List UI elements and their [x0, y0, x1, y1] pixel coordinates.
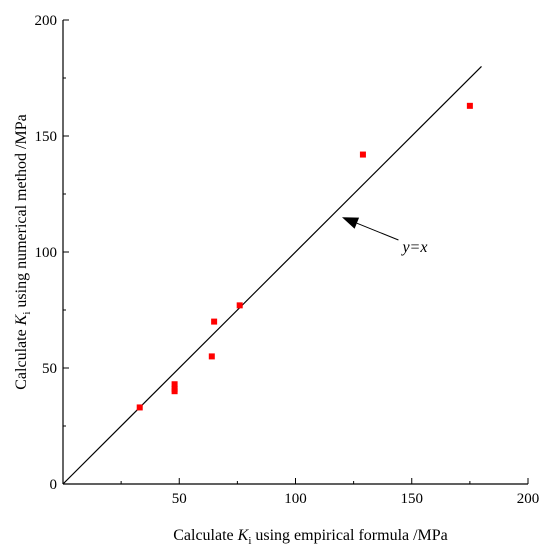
y-axis-title-var: K	[13, 313, 30, 326]
data-point-1	[136, 404, 143, 411]
x-axis-title: Calculate Ki using empirical formula /MP…	[173, 527, 448, 547]
data-point-4	[171, 381, 178, 388]
data-point-6	[211, 318, 218, 325]
x-tick-label-200: 200	[517, 491, 540, 507]
annotation-arrow-line	[356, 222, 399, 241]
y-tick-label-150: 150	[35, 129, 58, 145]
x-tick-label-100: 100	[284, 491, 307, 507]
x-axis-title-sub: i	[248, 535, 251, 547]
y-tick-label-200: 200	[35, 13, 58, 29]
y-axis-title: Calculate Ki using numerical method /MPa	[13, 114, 33, 389]
y-axis-title-pre: Calculate	[13, 325, 30, 389]
y-tick-label-50: 50	[42, 361, 57, 377]
annotation-label: y=x	[400, 239, 427, 256]
y-axis-title-sub: i	[21, 312, 33, 315]
x-tick-label-150: 150	[401, 491, 424, 507]
x-tick-label-50: 50	[172, 491, 187, 507]
x-axis-title-var: K	[237, 527, 250, 544]
x-axis-title-post: using empirical formula /MPa	[251, 527, 447, 544]
y-axis-title-post: using numerical method /MPa	[13, 114, 30, 311]
x-axis-ticks: 50 100 150 200	[120, 478, 540, 507]
annotation-y-equals-x: y=x	[342, 217, 427, 256]
reference-line-y-equals-x	[62, 65, 482, 485]
y-tick-label-100: 100	[35, 245, 58, 261]
data-point-3	[171, 385, 178, 392]
data-point-5	[208, 353, 215, 360]
y-tick-label-0: 0	[50, 477, 58, 493]
data-point-7	[236, 302, 243, 309]
data-point-9	[466, 102, 473, 109]
annotation-arrow-head	[342, 217, 360, 229]
data-point-8	[359, 151, 366, 158]
x-axis-title-pre: Calculate	[173, 527, 237, 544]
data-points	[136, 102, 473, 411]
y-axis-ticks: 0 50 100 150 200	[35, 13, 69, 493]
